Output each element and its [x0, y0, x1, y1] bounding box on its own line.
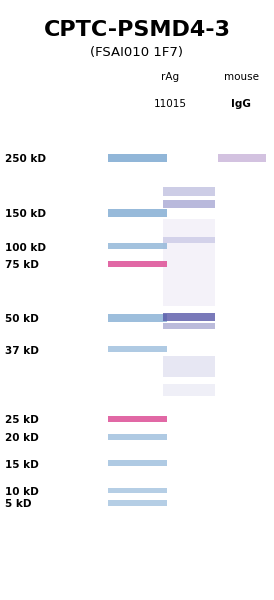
Bar [163, 323, 215, 329]
Bar [218, 154, 266, 161]
Bar [163, 219, 215, 306]
Text: 5 kD: 5 kD [5, 499, 32, 509]
Bar [163, 237, 215, 243]
Bar [108, 314, 167, 322]
Bar [163, 187, 215, 196]
Text: 75 kD: 75 kD [5, 260, 39, 270]
Bar [108, 154, 167, 161]
Bar [163, 313, 215, 320]
Text: 11015: 11015 [153, 99, 186, 109]
Text: 10 kD: 10 kD [5, 487, 39, 497]
Text: 15 kD: 15 kD [5, 460, 39, 470]
Text: CPTC-PSMD4-3: CPTC-PSMD4-3 [44, 20, 230, 40]
Bar [108, 261, 167, 267]
Bar [108, 416, 167, 422]
Bar [108, 242, 167, 250]
Text: 250 kD: 250 kD [5, 154, 47, 164]
Bar [108, 460, 167, 466]
Text: rAg: rAg [161, 72, 179, 82]
Text: 100 kD: 100 kD [5, 243, 47, 253]
Text: IgG: IgG [231, 99, 251, 109]
Bar [108, 209, 167, 217]
Bar [163, 355, 215, 377]
Bar [108, 487, 167, 493]
Text: 50 kD: 50 kD [5, 314, 39, 324]
Bar [163, 384, 215, 396]
Bar [108, 500, 167, 505]
Text: 150 kD: 150 kD [5, 209, 47, 219]
Bar [108, 346, 167, 352]
Text: (FSAI010 1F7): (FSAI010 1F7) [90, 46, 184, 59]
Text: 37 kD: 37 kD [5, 346, 39, 356]
Text: 20 kD: 20 kD [5, 433, 39, 443]
Text: mouse: mouse [224, 72, 259, 82]
Bar [108, 434, 167, 440]
Bar [163, 200, 215, 208]
Text: 25 kD: 25 kD [5, 415, 39, 425]
